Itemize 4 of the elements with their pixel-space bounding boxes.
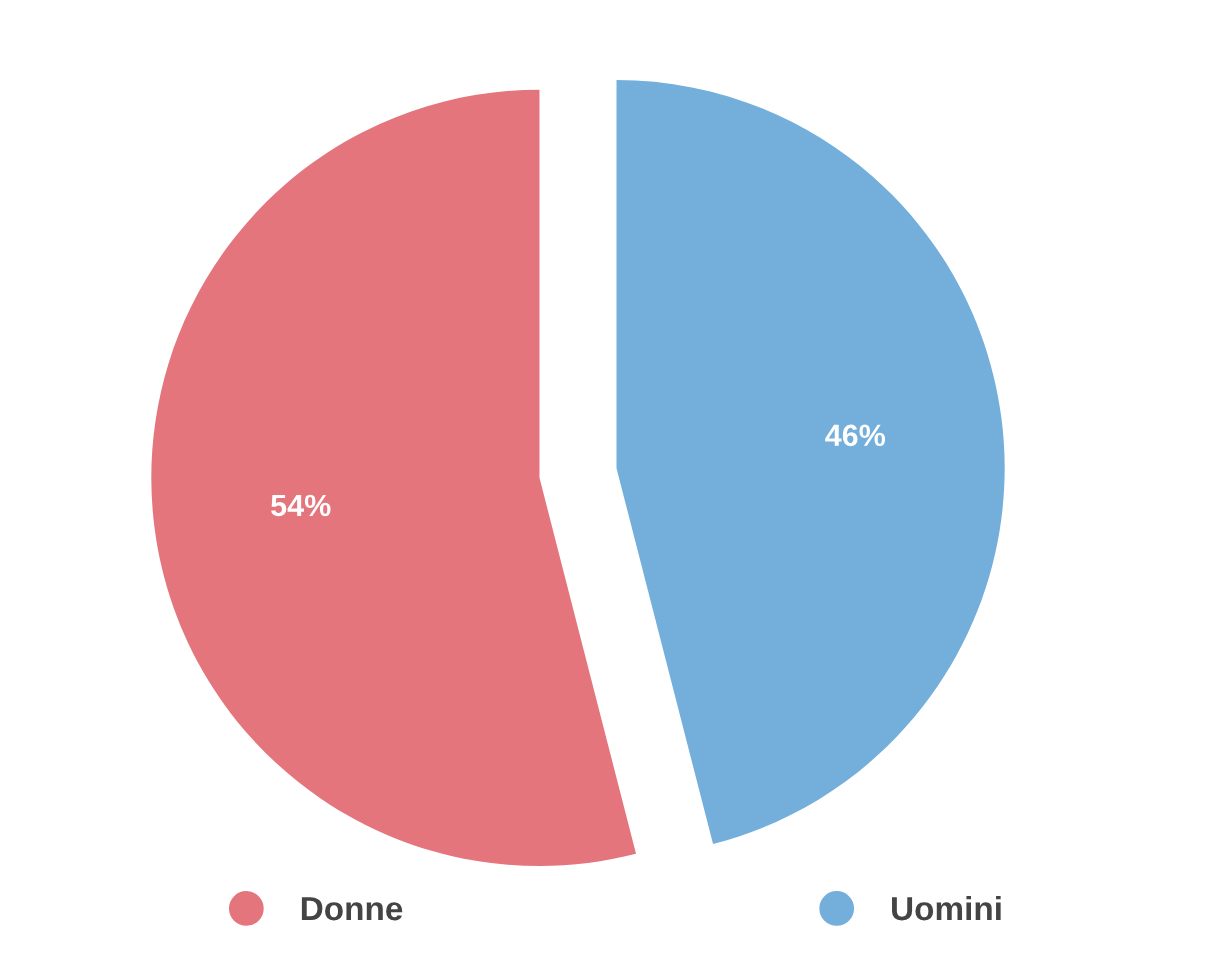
legend-label: Donne bbox=[301, 897, 403, 921]
data-label: 54% bbox=[271, 494, 331, 517]
legend-label: Uomini bbox=[892, 895, 1001, 921]
data-label: 46% bbox=[825, 424, 886, 447]
